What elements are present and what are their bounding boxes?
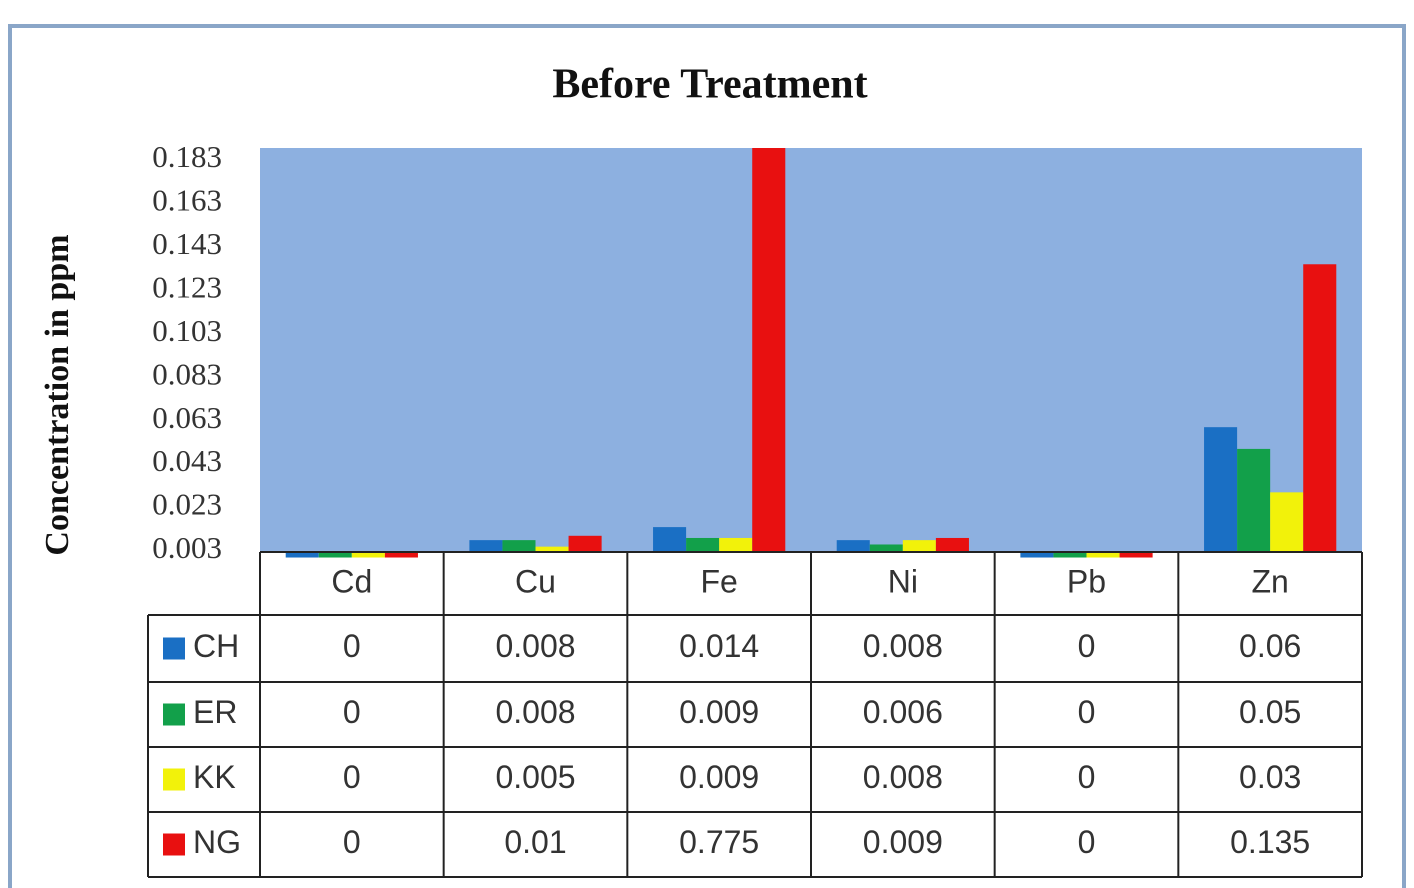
table-cell: 0 (1078, 759, 1096, 795)
table-cell: 0.006 (863, 694, 943, 730)
table-cell: 0 (343, 759, 361, 795)
x-tick-label: Cu (515, 563, 556, 599)
legend-label: KK (193, 759, 236, 795)
table-cell: 0.014 (679, 628, 759, 664)
table-cell: 0.135 (1230, 824, 1310, 860)
table-cell: 0 (1078, 694, 1096, 730)
table-cell: 0.775 (679, 824, 759, 860)
bar (1053, 551, 1087, 558)
x-tick-label: Zn (1251, 563, 1288, 599)
table-cell: 0.009 (863, 824, 943, 860)
y-tick-label: 0.103 (152, 313, 222, 348)
table-cell: 0.009 (679, 759, 759, 795)
table-cell: 0.008 (863, 759, 943, 795)
x-tick-label: Fe (700, 563, 737, 599)
bar (535, 546, 569, 551)
y-tick-label: 0.123 (152, 269, 222, 304)
table-cell: 0 (343, 824, 361, 860)
table-cell: 0.008 (495, 694, 575, 730)
table-cell: 0.06 (1239, 628, 1301, 664)
plot-area (260, 148, 1362, 552)
y-tick-label: 0.183 (152, 139, 222, 174)
legend-label: CH (193, 628, 239, 664)
bar (1270, 492, 1304, 551)
table-cell: 0 (343, 694, 361, 730)
table-cell: 0.005 (495, 759, 575, 795)
bar (752, 148, 786, 551)
bar (935, 537, 969, 551)
chart-title: Before Treatment (552, 62, 867, 108)
legend-key (163, 703, 185, 726)
bar (902, 540, 936, 551)
y-tick-label: 0.143 (152, 226, 222, 261)
bar (1086, 551, 1120, 558)
table-cell: 0 (1078, 628, 1096, 664)
y-tick-label: 0.163 (152, 183, 222, 218)
y-tick-label: 0.063 (152, 400, 222, 435)
y-tick-label: 0.003 (152, 530, 222, 565)
bar (1020, 551, 1054, 558)
bar (469, 540, 503, 551)
bar (285, 551, 319, 558)
x-tick-label: Ni (888, 563, 918, 599)
table-cell: 0.03 (1239, 759, 1301, 795)
table-cell: 0.01 (504, 824, 566, 860)
bar (568, 535, 602, 551)
bar (1237, 448, 1271, 551)
legend-key (163, 637, 185, 660)
legend-label: ER (193, 694, 237, 730)
y-tick-label: 0.083 (152, 356, 222, 391)
bar (719, 537, 753, 551)
bar (653, 527, 687, 551)
bar (686, 537, 720, 551)
legend-key (163, 833, 185, 856)
bars (285, 148, 1337, 558)
bar (384, 551, 418, 558)
bar (869, 544, 903, 551)
table-cell: 0 (1078, 824, 1096, 860)
x-tick-label: Pb (1067, 563, 1106, 599)
bar (351, 551, 385, 558)
legend-key (163, 768, 185, 791)
table-cell: 0.008 (495, 628, 575, 664)
bar (1303, 264, 1337, 551)
bar (836, 540, 870, 551)
y-axis-label: Concentration in ppm (39, 234, 76, 555)
table-cell: 0.008 (863, 628, 943, 664)
x-tick-label: Cd (331, 563, 372, 599)
bar (318, 551, 352, 558)
bar (1204, 427, 1238, 551)
legend-label: NG (193, 824, 241, 860)
y-tick-label: 0.023 (152, 487, 222, 522)
bar (1119, 551, 1153, 558)
table-cell: 0 (343, 628, 361, 664)
table-cell: 0.05 (1239, 694, 1301, 730)
table-cell: 0.009 (679, 694, 759, 730)
y-tick-label: 0.043 (152, 443, 222, 478)
bar (502, 540, 536, 551)
